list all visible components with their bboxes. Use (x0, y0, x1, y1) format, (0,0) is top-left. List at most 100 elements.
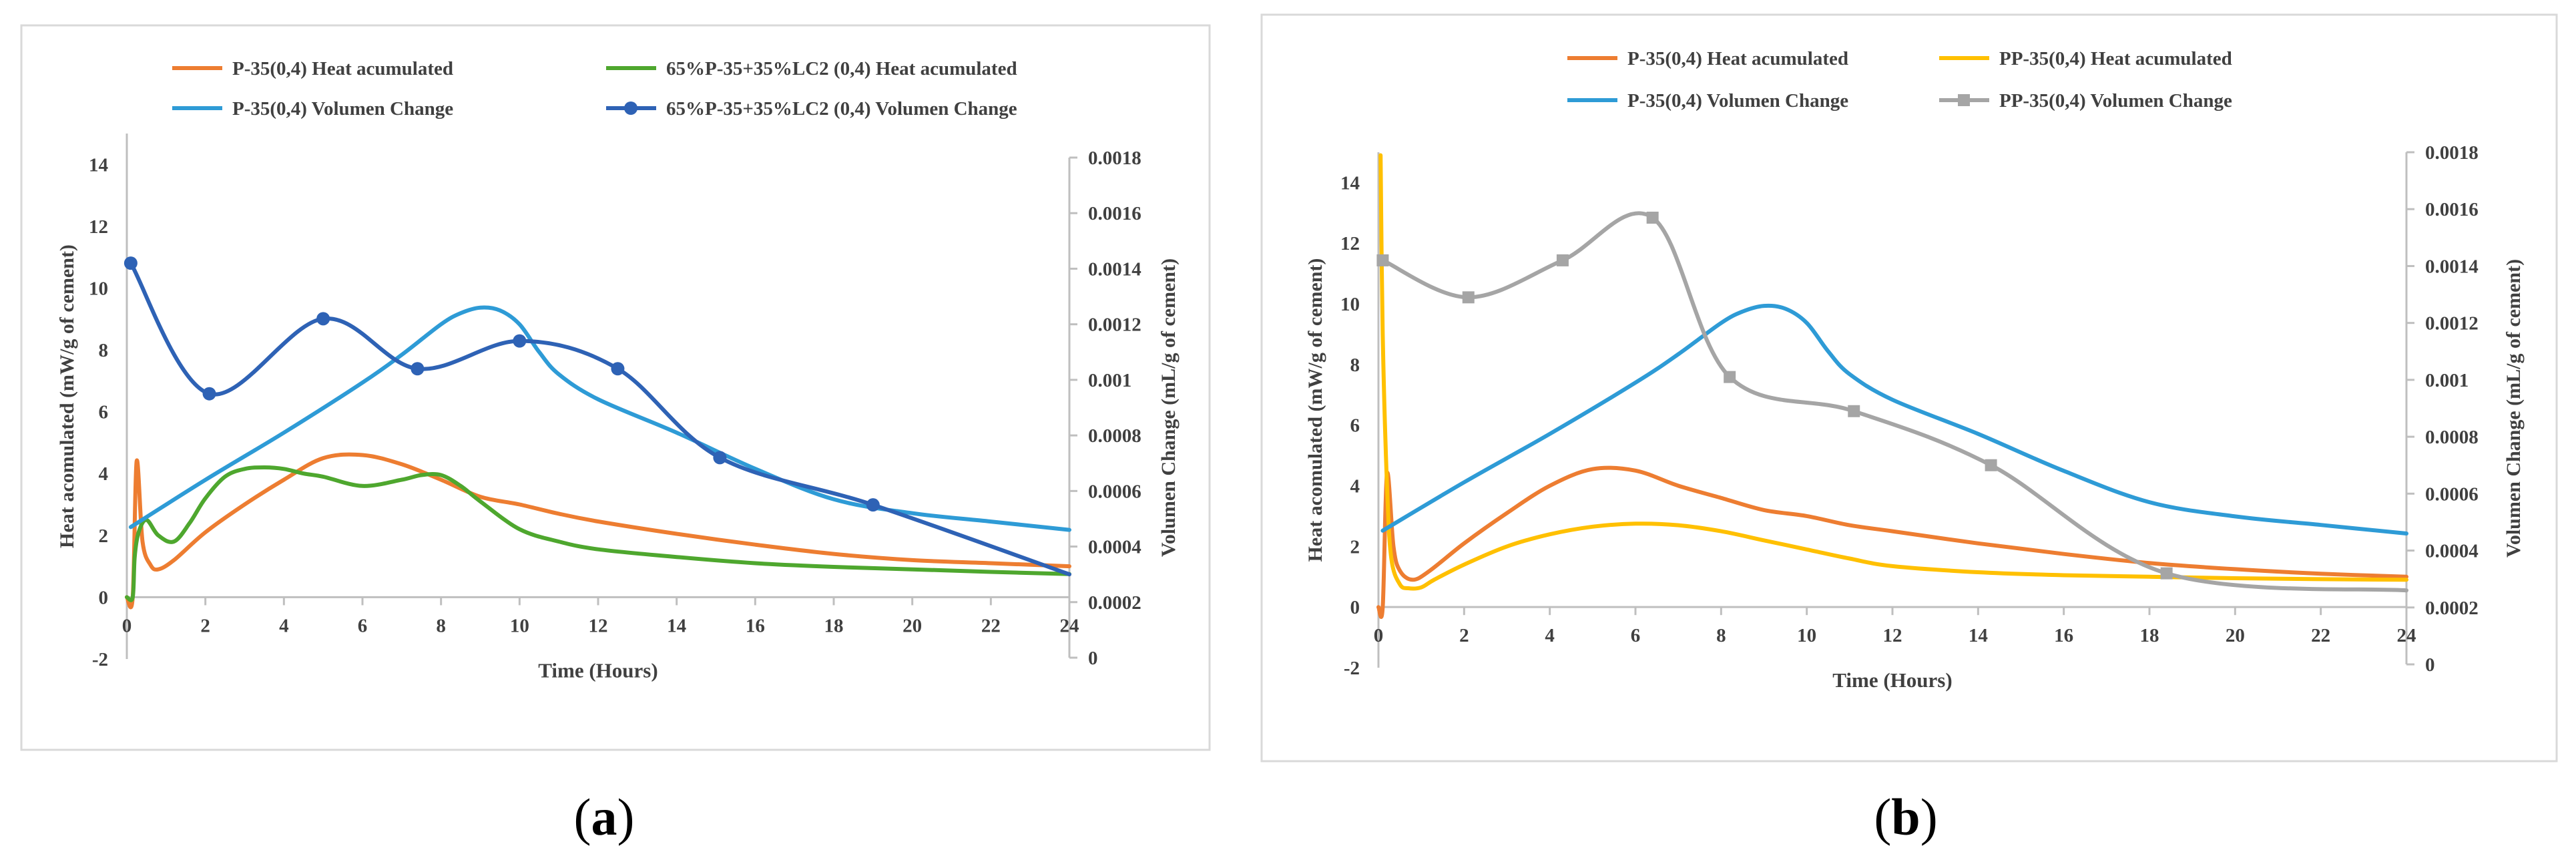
legend-label: P-35(0,4) Heat acumulated (1627, 48, 1848, 69)
data-point (713, 451, 727, 465)
series-line-1 (125, 452, 1071, 610)
chart-frame (20, 24, 1211, 751)
y2-tick-label: 0.001 (1088, 370, 1131, 391)
series-line-3 (1380, 303, 2408, 535)
x-tick-label: 24 (1060, 615, 1079, 636)
x-tick-label: 0 (1374, 625, 1384, 646)
y-tick-label: 8 (1350, 355, 1360, 376)
x-tick-label: 12 (589, 615, 608, 636)
y-axis-title: Heat acomulated (mW/g of cement) (1304, 258, 1326, 562)
y-tick-label: 10 (1340, 294, 1360, 315)
panel-label-b: (b) (1874, 788, 1937, 846)
series-line-2 (125, 465, 1071, 602)
y2-tick-label: 0.0006 (2425, 483, 2479, 505)
y-tick-label: 2 (99, 525, 109, 547)
x-tick-label: 2 (200, 615, 210, 636)
x-tick-label: 6 (1631, 625, 1641, 646)
y-tick-label: 2 (1350, 536, 1360, 558)
y-tick-label: 6 (1350, 415, 1360, 437)
x-tick-label: 24 (2397, 625, 2416, 646)
y-tick-label: 12 (1340, 233, 1360, 254)
legend-label: 65%P-35+35%LC2 (0,4) Heat acumulated (666, 58, 1017, 79)
data-point (123, 256, 138, 270)
x-tick-label: 2 (1459, 625, 1469, 646)
y-tick-label: 4 (1350, 476, 1360, 497)
y2-tick-label: 0.0002 (1088, 592, 1141, 614)
data-point (1848, 405, 1860, 417)
x-tick-label: 8 (436, 615, 446, 636)
y2-tick-label: 0.0016 (2425, 199, 2479, 220)
data-point (202, 387, 216, 401)
y2-tick-label: 0.0008 (1088, 425, 1141, 447)
data-point (1376, 254, 1389, 266)
y-tick-label: 12 (89, 216, 108, 238)
legend-label: P-35(0,4) Heat acumulated (232, 58, 453, 79)
data-point (513, 334, 527, 348)
chart-frame (1260, 13, 2558, 763)
y-tick-label: 14 (89, 154, 108, 176)
x-tick-label: 12 (1883, 625, 1902, 646)
legend-marker (624, 101, 637, 115)
legend-label: PP-35(0,4) Volumen Change (1999, 90, 2232, 112)
data-point (611, 362, 625, 376)
x-tick-label: 0 (122, 615, 132, 636)
y-tick-label: 10 (89, 278, 108, 299)
data-point (1646, 212, 1659, 224)
x-tick-label: 10 (1797, 625, 1816, 646)
x-tick-label: 20 (903, 615, 922, 636)
x-tick-label: 18 (824, 615, 844, 636)
y2-tick-label: 0.0004 (2425, 541, 2479, 562)
x-axis-title: Time (Hours) (1832, 668, 1952, 692)
data-point (411, 362, 425, 376)
y2-tick-label: 0.0018 (2425, 142, 2479, 164)
panel-label-a: (a) (574, 788, 635, 846)
x-tick-label: 16 (2054, 625, 2073, 646)
legend-label: PP-35(0,4) Heat acumulated (1999, 48, 2232, 69)
y-tick-label: -2 (1344, 658, 1360, 679)
data-point (1556, 254, 1569, 266)
legend-label: 65%P-35+35%LC2 (0,4) Volumen Change (666, 98, 1017, 120)
y2-axis-title: Volumen Change (mL/g of cement) (2503, 259, 2525, 558)
data-point (1985, 459, 1997, 471)
x-tick-label: 8 (1716, 625, 1726, 646)
x-tick-label: 14 (667, 615, 686, 636)
series-line-3 (128, 305, 1071, 532)
y-tick-label: 14 (1340, 172, 1360, 194)
y2-tick-label: 0.001 (2425, 370, 2469, 391)
data-point (2160, 567, 2173, 580)
x-tick-label: 16 (746, 615, 765, 636)
series-line-2 (1378, 153, 2408, 591)
y-tick-label: 0 (1350, 597, 1360, 618)
x-tick-label: 18 (2140, 625, 2159, 646)
y-axis-title: Heat acomulated (mW/g of cement) (56, 244, 78, 548)
x-tick-label: 14 (1969, 625, 1988, 646)
y-tick-label: -2 (92, 649, 108, 670)
y2-tick-label: 0.0016 (1088, 203, 1141, 224)
x-tick-label: 4 (279, 615, 289, 636)
x-tick-label: 22 (2311, 625, 2330, 646)
y2-tick-label: 0.0014 (2425, 256, 2479, 277)
data-point (1462, 291, 1475, 304)
y2-tick-label: 0.0012 (1088, 314, 1141, 336)
chart-panel-b: 0 2 4 6 8 10 12 14 16 18 20 22 24-20246810121400.000… (1260, 13, 2558, 763)
y2-tick-label: 0.0002 (2425, 598, 2479, 619)
y2-tick-label: 0.0006 (1088, 481, 1141, 502)
y2-tick-label: 0 (2425, 654, 2435, 676)
legend-label: P-35(0,4) Volumen Change (232, 98, 453, 120)
data-point (316, 312, 330, 326)
y2-tick-label: 0 (1088, 648, 1098, 669)
x-tick-label: 20 (2226, 625, 2245, 646)
x-axis-title: Time (Hours) (538, 658, 658, 682)
chart-panel-a: 0 2 4 6 8 10 12 14 16 18 20 22 24-20246810121400.000… (20, 24, 1211, 751)
series-line-1 (1376, 465, 2408, 619)
y2-tick-label: 0.0004 (1088, 537, 1141, 558)
y-tick-label: 0 (99, 587, 109, 608)
y-tick-label: 4 (99, 463, 109, 485)
legend-label: P-35(0,4) Volumen Change (1627, 90, 1848, 112)
x-tick-label: 4 (1545, 625, 1555, 646)
data-point (866, 498, 880, 512)
x-tick-label: 22 (981, 615, 1001, 636)
y2-tick-label: 0.0014 (1088, 258, 1141, 280)
x-tick-label: 10 (510, 615, 529, 636)
